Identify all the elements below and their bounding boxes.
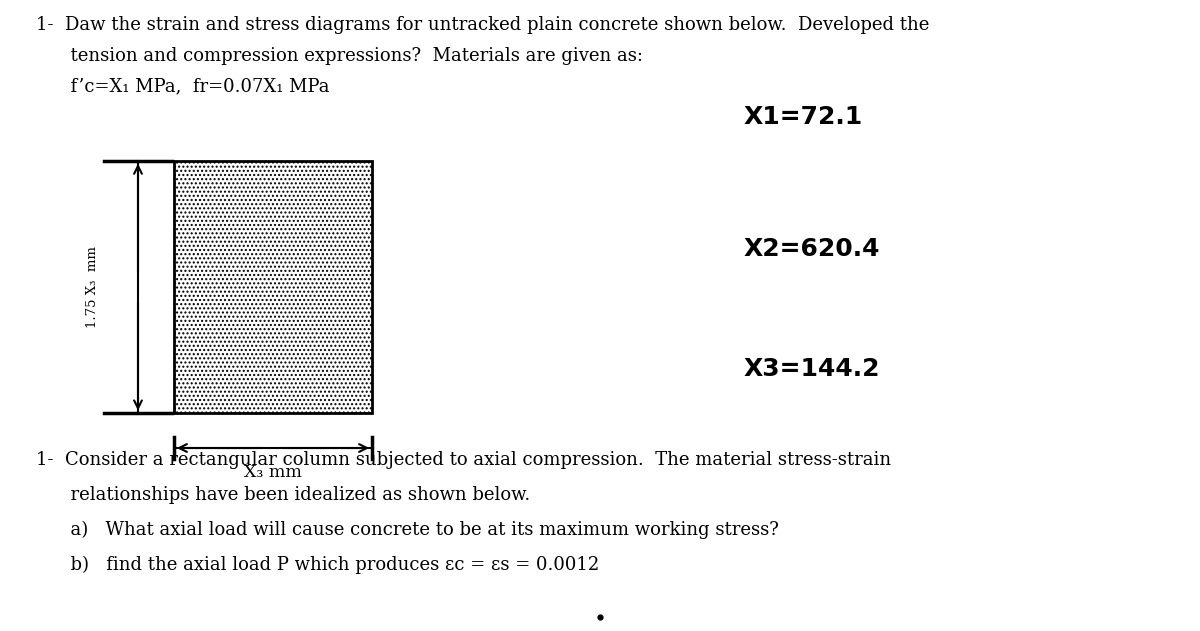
Text: 1.75 X₃  mm: 1.75 X₃ mm: [86, 246, 98, 328]
Text: f’c=X₁ MPa,  fr=0.07X₁ MPa: f’c=X₁ MPa, fr=0.07X₁ MPa: [36, 77, 330, 95]
Text: X₃ mm: X₃ mm: [244, 464, 302, 481]
Bar: [174, 161, 372, 413]
Text: b)   find the axial load P which produces εc = εs = 0.0012: b) find the axial load P which produces …: [36, 555, 599, 574]
Text: 1-  Daw the strain and stress diagrams for untracked plain concrete shown below.: 1- Daw the strain and stress diagrams fo…: [36, 16, 929, 34]
Text: a)   What axial load will cause concrete to be at its maximum working stress?: a) What axial load will cause concrete t…: [36, 521, 779, 539]
Text: X3=144.2: X3=144.2: [744, 357, 881, 381]
Text: relationships have been idealized as shown below.: relationships have been idealized as sho…: [36, 486, 530, 504]
Text: tension and compression expressions?  Materials are given as:: tension and compression expressions? Mat…: [36, 47, 643, 66]
Text: X2=620.4: X2=620.4: [744, 237, 881, 261]
Text: 1-  Consider a rectangular column subjected to axial compression.  The material : 1- Consider a rectangular column subject…: [36, 451, 892, 469]
Text: X1=72.1: X1=72.1: [744, 105, 863, 129]
